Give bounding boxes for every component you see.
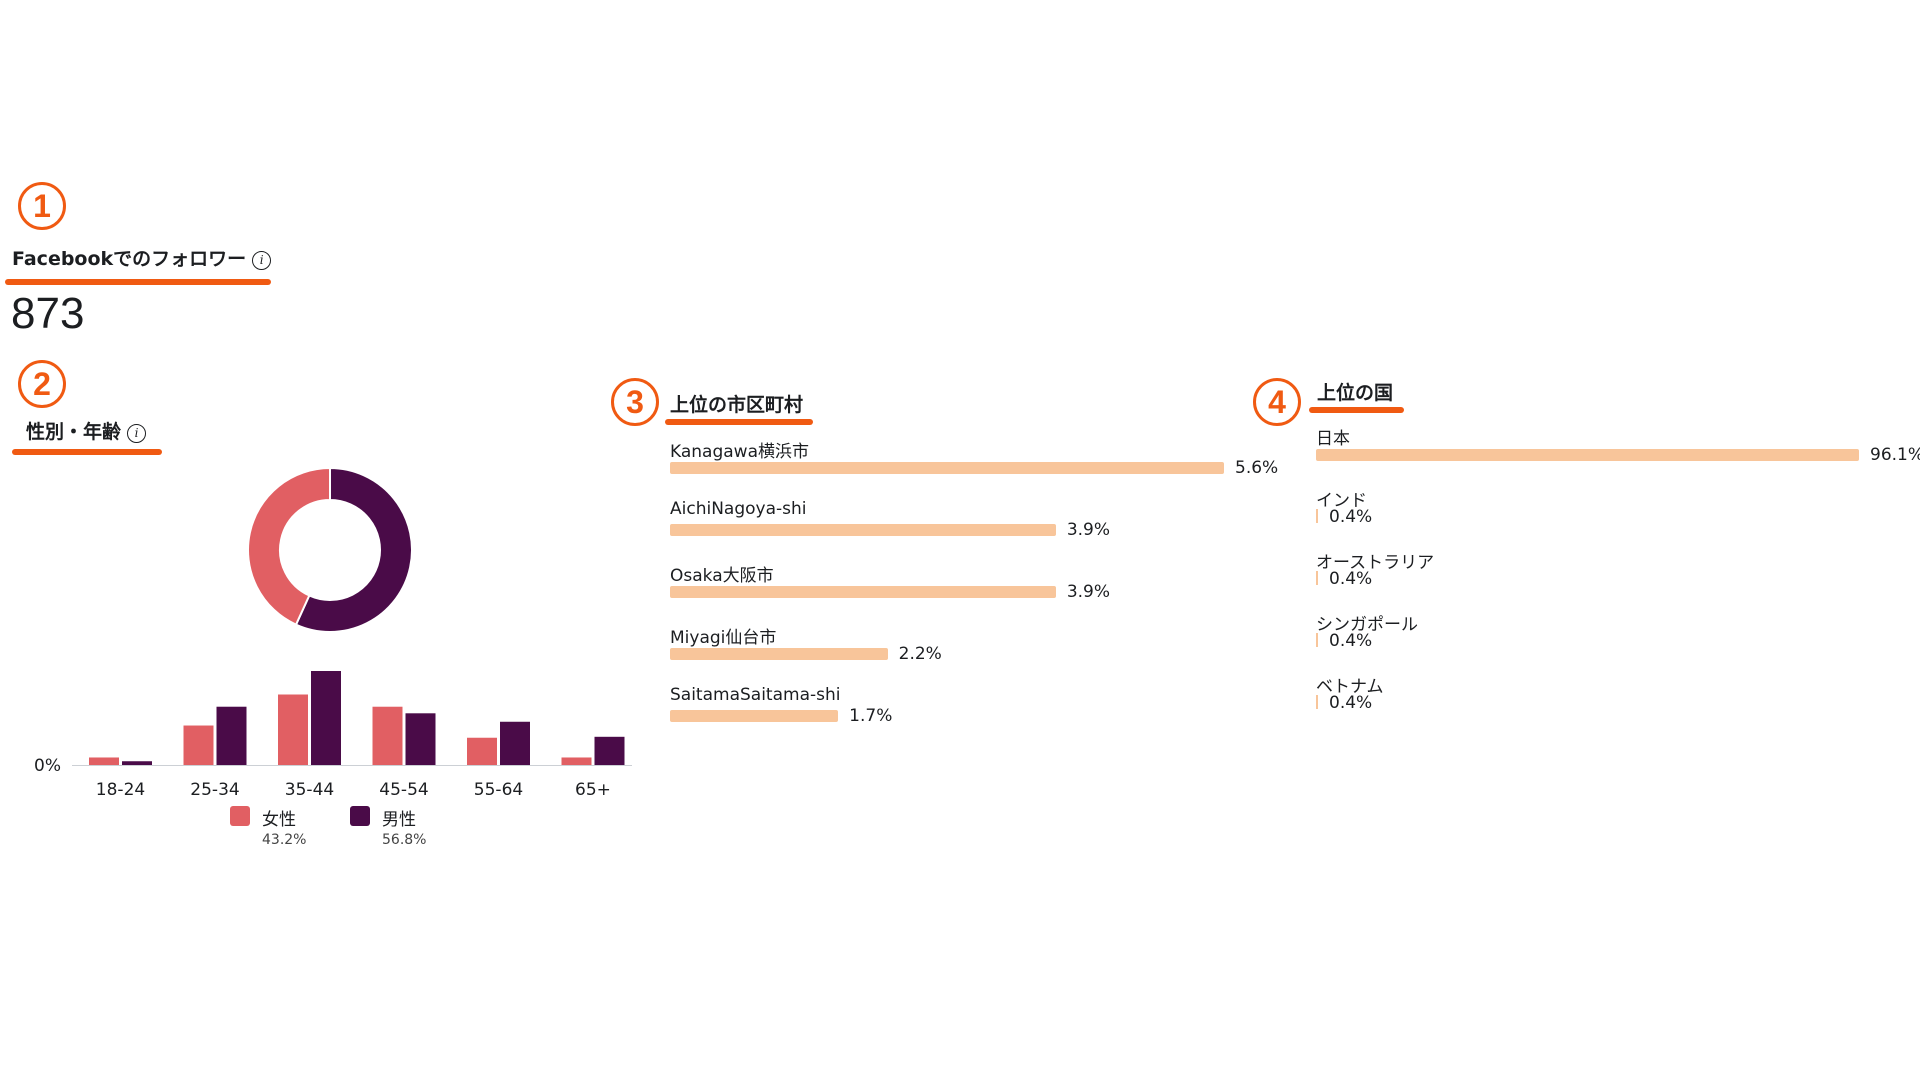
row-value: 0.4% xyxy=(1329,569,1373,589)
row-label: 日本 xyxy=(1316,429,1350,449)
legend-label-female: 女性 xyxy=(262,810,296,830)
row-bar xyxy=(1316,695,1318,709)
age-bar-chart: 0% 18-24 25-34 35-44 45-54 55-64 65+ xyxy=(34,671,632,800)
row-bar xyxy=(1316,571,1318,585)
donut-slice-female xyxy=(247,466,331,626)
x-tick-label: 45-54 xyxy=(379,780,428,800)
highlight-underline xyxy=(665,419,813,425)
row-value: 0.4% xyxy=(1329,631,1373,651)
bar-male-45-54 xyxy=(405,713,436,765)
bar-male-35-44 xyxy=(311,671,341,765)
marker-3: 3 xyxy=(611,378,659,426)
gender-age-charts: 0% 18-24 25-34 35-44 45-54 55-64 65+ xyxy=(34,466,632,800)
row-bar xyxy=(670,648,888,660)
marker-1: 1 xyxy=(18,182,66,230)
row-bar xyxy=(1316,633,1318,647)
legend-pct-male: 56.8% xyxy=(382,832,427,848)
donut-slice-male xyxy=(294,466,413,633)
x-tick-label: 55-64 xyxy=(474,780,523,800)
x-tick-label: 25-34 xyxy=(190,780,239,800)
row-label: Kanagawa横浜市 xyxy=(670,442,809,462)
bar-female-55-64 xyxy=(467,737,497,765)
legend-label-male: 男性 xyxy=(382,810,416,830)
highlight-underline xyxy=(5,279,271,285)
row-value: 1.7% xyxy=(849,706,893,726)
highlight-underline xyxy=(12,449,162,455)
legend-swatch-female xyxy=(230,806,250,826)
info-icon[interactable]: i xyxy=(252,250,272,270)
row-bar xyxy=(670,524,1056,536)
row-label: SaitamaSaitama-shi xyxy=(670,685,841,705)
row-label: インド xyxy=(1316,491,1367,511)
y-tick-label: 0% xyxy=(34,756,61,776)
highlight-underline xyxy=(1309,407,1404,413)
followers-title-label: Facebookでのフォロワー xyxy=(12,248,247,270)
row-bar xyxy=(670,710,839,722)
bar-female-45-54 xyxy=(372,706,403,765)
bar-female-65+ xyxy=(561,757,592,765)
row-bar xyxy=(1316,449,1859,461)
row-label: シンガポール xyxy=(1316,615,1418,635)
bar-male-65+ xyxy=(594,736,625,765)
row-value: 2.2% xyxy=(898,644,942,664)
bar-male-25-34 xyxy=(216,706,247,765)
follower-count: 873 xyxy=(11,289,85,338)
marker-2: 2 xyxy=(18,360,66,408)
legend-swatch-male xyxy=(350,806,370,826)
row-value: 3.9% xyxy=(1066,520,1111,540)
marker-4: 4 xyxy=(1253,378,1301,426)
followers-title: Facebookでのフォロワー i xyxy=(12,244,272,271)
row-value: 96.1% xyxy=(1870,445,1920,465)
gender-age-title: 性別・年齢 i xyxy=(26,417,147,444)
info-icon[interactable]: i xyxy=(127,423,147,443)
row-bar xyxy=(670,462,1224,474)
row-bar xyxy=(670,586,1056,598)
row-value: 3.9% xyxy=(1066,582,1111,602)
row-value: 0.4% xyxy=(1329,507,1373,527)
row-label: ベトナム xyxy=(1316,677,1384,697)
row-label: Osaka大阪市 xyxy=(670,566,774,586)
bar-male-55-64 xyxy=(500,721,530,765)
row-label: オーストラリア xyxy=(1316,553,1435,573)
legend-pct-female: 43.2% xyxy=(262,832,307,848)
bar-female-25-34 xyxy=(183,725,214,765)
bar-female-18-24 xyxy=(89,757,119,765)
row-label: Miyagi仙台市 xyxy=(670,628,777,648)
gender-age-title-label: 性別・年齢 xyxy=(26,421,122,443)
x-tick-label: 18-24 xyxy=(96,780,145,800)
row-label: AichiNagoya-shi xyxy=(670,499,807,519)
bar-female-35-44 xyxy=(278,694,308,765)
cities-title: 上位の市区町村 xyxy=(670,394,804,416)
row-value: 0.4% xyxy=(1329,693,1373,713)
gender-donut-chart xyxy=(247,466,413,633)
row-bar xyxy=(1316,509,1318,523)
row-value: 5.6% xyxy=(1235,458,1279,478)
countries-title: 上位の国 xyxy=(1317,382,1394,404)
bar-male-18-24 xyxy=(122,761,152,765)
x-tick-label: 65+ xyxy=(575,780,611,800)
x-tick-label: 35-44 xyxy=(285,780,334,800)
